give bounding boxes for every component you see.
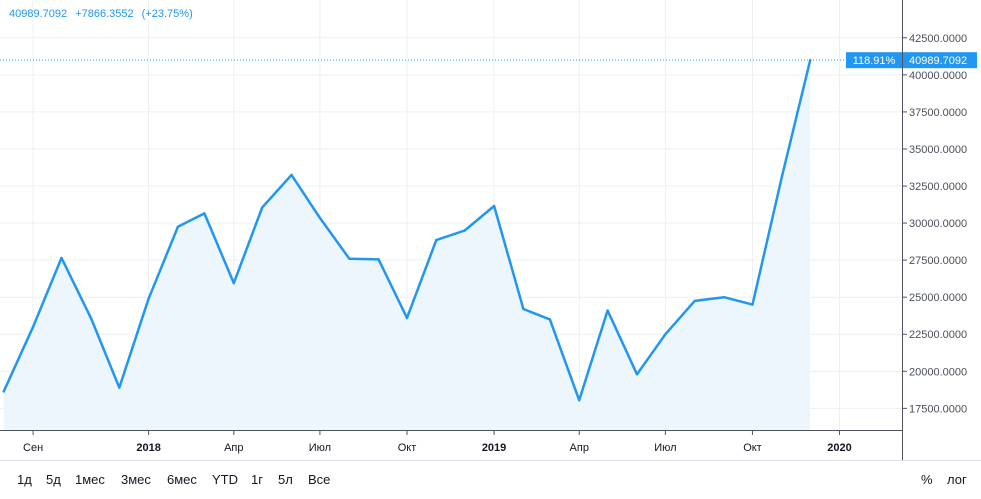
percent-scale-toggle[interactable]: % xyxy=(921,472,933,487)
y-tick-label: 22500.0000 xyxy=(909,329,967,341)
data-point xyxy=(492,204,496,208)
data-point xyxy=(176,225,180,228)
chart-legend: 40989.7092 +7866.3552 (+23.75%) xyxy=(9,8,198,20)
data-point xyxy=(147,297,150,300)
period-3m-button[interactable]: 3мес xyxy=(121,472,151,487)
data-point xyxy=(290,173,293,177)
legend-change-percent: (+23.75%) xyxy=(141,8,193,20)
x-tick-label: 2019 xyxy=(482,442,506,454)
period-1m-button[interactable]: 1мес xyxy=(75,472,105,487)
data-point xyxy=(89,316,93,320)
data-point xyxy=(780,175,783,179)
data-point xyxy=(203,212,206,215)
percent-tag-bg xyxy=(846,52,902,69)
data-point xyxy=(60,256,63,260)
y-tick-label: 17500.0000 xyxy=(909,403,967,415)
period-ytd-button[interactable]: YTD xyxy=(212,472,238,487)
data-point xyxy=(522,307,525,311)
data-point xyxy=(2,390,5,393)
data-point xyxy=(31,325,35,329)
data-point xyxy=(260,206,264,209)
y-tick-label: 40000.0000 xyxy=(909,70,967,82)
y-tick-label: 32500.0000 xyxy=(909,181,967,193)
legend-change: +7866.3552 xyxy=(75,8,134,20)
y-tick-label: 30000.0000 xyxy=(909,218,967,230)
y-tick-label: 37500.0000 xyxy=(909,107,967,119)
x-tick-label: Июл xyxy=(309,442,331,454)
data-point xyxy=(377,258,380,261)
price-chart[interactable]: 17500.0000 20000.0000 22500.0000 25000.0000… xyxy=(0,0,981,460)
x-tick-label: Окт xyxy=(398,442,417,454)
data-point xyxy=(578,399,581,402)
x-tick-label: Апр xyxy=(224,442,243,454)
y-tick-label: 20000.0000 xyxy=(909,366,967,378)
period-6m-button[interactable]: 6мес xyxy=(167,472,197,487)
series-area xyxy=(3,60,811,430)
data-point xyxy=(318,216,322,220)
x-tick-label: Сен xyxy=(23,442,43,454)
data-point xyxy=(405,316,409,320)
data-point xyxy=(118,386,121,389)
legend-last-value: 40989.7092 xyxy=(9,8,68,20)
data-point xyxy=(693,299,696,303)
data-point xyxy=(751,303,754,306)
data-point xyxy=(435,238,438,242)
x-tick-label: Окт xyxy=(743,442,762,454)
data-point xyxy=(232,281,235,285)
data-point xyxy=(635,373,639,376)
data-point xyxy=(664,333,667,336)
period-5d-button[interactable]: 5д xyxy=(46,472,61,487)
period-5y-button[interactable]: 5л xyxy=(278,472,293,487)
period-1d-button[interactable]: 1д xyxy=(17,472,32,487)
y-tick-label: 42500.0000 xyxy=(909,33,967,45)
data-point xyxy=(463,229,466,232)
period-all-button[interactable]: Все xyxy=(308,472,331,487)
data-point xyxy=(606,309,609,312)
price-tag-bg xyxy=(903,52,977,69)
log-scale-toggle[interactable]: лог xyxy=(947,472,967,487)
data-point xyxy=(548,318,552,321)
x-tick-label: Июл xyxy=(654,442,676,454)
x-tick-label: 2020 xyxy=(827,442,851,454)
price-tag-label: 40989.7092 xyxy=(909,55,967,67)
y-tick-label: 35000.0000 xyxy=(909,144,967,156)
x-tick-label: 2018 xyxy=(136,442,160,454)
bottom-toolbar: 1д 5д 1мес 3мес 6мес YTD 1г 5л Все % лог xyxy=(0,460,981,499)
percent-tag-label: 118.91% xyxy=(853,55,896,67)
y-tick-label: 25000.0000 xyxy=(909,292,967,304)
y-tick-label: 27500.0000 xyxy=(909,255,967,267)
data-point xyxy=(348,257,351,260)
data-point xyxy=(808,58,812,62)
data-point xyxy=(722,295,726,299)
x-tick-label: Апр xyxy=(570,442,589,454)
period-1y-button[interactable]: 1г xyxy=(251,472,263,487)
